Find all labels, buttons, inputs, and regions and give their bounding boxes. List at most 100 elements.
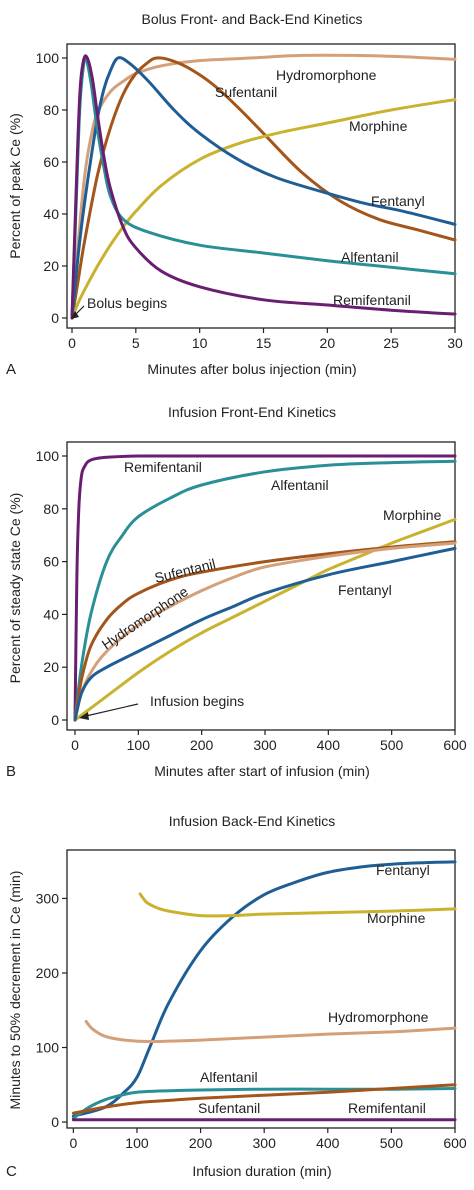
panel-c-y-axis-title: Minutes to 50% decrement in Ce (min) — [7, 871, 23, 1110]
panel-c-infusion-back-end: Infusion Back-End Kinetics 0 100 200 300 400… — [6, 813, 467, 1180]
panel-a-y-axis-title: Percent of peak Ce (%) — [7, 113, 23, 259]
panel-c-label-fentanyl: Fentanyl — [376, 862, 430, 878]
panel-b-y-tick-label: 40 — [43, 606, 59, 622]
panel-a-bolus-kinetics: Bolus Front- and Back-End Kinetics 0 5 10 1… — [6, 11, 463, 378]
panel-a-y-tick-label: 40 — [43, 206, 59, 222]
panel-b-x-tick-label: 200 — [190, 737, 214, 753]
panel-c-y-tick-label: 100 — [36, 1040, 60, 1056]
panel-b-series-sufentanil — [73, 540, 457, 722]
panel-c-series-fentanyl — [71, 860, 457, 1118]
panel-a-plot-area — [66, 43, 456, 329]
panel-b-x-axis-title: Minutes after start of infusion (min) — [154, 763, 370, 779]
panel-a-title: Bolus Front- and Back-End Kinetics — [142, 11, 363, 27]
panel-b-label-alfentanil: Alfentanil — [271, 477, 329, 493]
panel-b-y-tick-label: 100 — [36, 448, 60, 464]
panel-b-curves — [73, 454, 457, 722]
panel-b-series-hydromorphone — [73, 541, 457, 722]
panel-b-annotation-arrow — [85, 703, 139, 717]
panel-c-x-axis-title: Infusion duration (min) — [192, 1163, 331, 1179]
panel-b-y-axis-title: Percent of steady state Ce (%) — [7, 493, 23, 684]
panel-c-axes: 0 100 200 300 400 500 600 0 100 200 300 — [36, 890, 467, 1151]
panel-b-title: Infusion Front-End Kinetics — [168, 404, 336, 420]
panel-b-label-sufentanil: Sufentanil — [153, 555, 217, 586]
panel-b-x-tick-label: 600 — [443, 737, 467, 753]
panel-b-infusion-front-end: Infusion Front-End Kinetics 0 100 200 300 40… — [6, 404, 467, 780]
panel-a-label-morphine: Morphine — [349, 118, 408, 134]
panel-a-label-remifentanil: Remifentanil — [333, 292, 411, 308]
panel-c-title: Infusion Back-End Kinetics — [169, 813, 336, 829]
panel-b-x-tick-label: 0 — [71, 737, 79, 753]
panel-c-series-sufentanil — [71, 1083, 457, 1115]
panel-c-x-tick-label: 600 — [443, 1135, 467, 1151]
panel-b-x-tick-label: 500 — [380, 737, 404, 753]
panel-b-annotation-infusion-begins: Infusion begins — [150, 693, 244, 709]
panel-c-y-tick-label: 300 — [36, 890, 60, 906]
panel-a-y-tick-label: 0 — [51, 310, 59, 326]
panel-c-curves — [71, 860, 457, 1122]
panel-a-axes: 0 5 10 15 20 25 30 0 20 40 60 80 100 — [36, 50, 463, 351]
panel-b-series-fentanyl — [73, 546, 457, 722]
panel-a-x-axis-title: Minutes after bolus injection (min) — [147, 361, 356, 377]
panel-c-x-tick-label: 400 — [316, 1135, 340, 1151]
panel-a-label-fentanyl: Fentanyl — [371, 193, 425, 209]
panel-a-series-morphine — [70, 98, 457, 320]
panel-b-x-tick-label: 300 — [253, 737, 277, 753]
panel-a-annotation-bolus-begins: Bolus begins — [87, 295, 167, 311]
panel-c-series-alfentanil — [71, 1087, 457, 1120]
panel-c-y-tick-label: 0 — [51, 1114, 59, 1130]
panel-c-x-tick-label: 500 — [380, 1135, 404, 1151]
panel-a-annotation-arrowhead — [71, 311, 79, 319]
panel-b-y-tick-label: 20 — [43, 659, 59, 675]
panel-b-series-remifentanil — [73, 454, 457, 722]
panel-c-series-hydromorphone — [84, 1019, 457, 1043]
panel-a-x-tick-label: 5 — [132, 335, 140, 351]
panel-a-letter: A — [6, 361, 16, 378]
panel-c-x-tick-label: 300 — [253, 1135, 277, 1151]
panel-a-curves — [70, 53, 457, 320]
panel-b-series-alfentanil — [73, 459, 457, 722]
panel-c-label-alfentanil: Alfentanil — [200, 1069, 258, 1085]
panel-c-series-morphine — [138, 892, 457, 918]
panel-a-label-hydromorphone: Hydromorphone — [276, 67, 377, 83]
panel-a-y-tick-label: 80 — [43, 102, 59, 118]
panel-b-x-tick-label: 100 — [127, 737, 151, 753]
panel-a-x-tick-label: 25 — [383, 335, 399, 351]
panel-c-label-hydromorphone: Hydromorphone — [328, 1009, 429, 1025]
panel-b-annotation-arrowhead — [79, 712, 89, 720]
panel-a-x-tick-label: 20 — [320, 335, 336, 351]
panel-a-y-tick-label: 100 — [36, 50, 60, 66]
panel-b-label-fentanyl: Fentanyl — [338, 582, 392, 598]
panel-a-x-tick-label: 30 — [447, 335, 463, 351]
panel-b-y-tick-label: 80 — [43, 501, 59, 517]
panel-c-x-tick-label: 100 — [125, 1135, 149, 1151]
panel-b-letter: B — [6, 763, 16, 780]
panel-a-x-tick-label: 15 — [256, 335, 272, 351]
panel-b-x-tick-label: 400 — [317, 737, 341, 753]
panel-a-y-tick-label: 60 — [43, 154, 59, 170]
panel-c-plot-area — [66, 849, 456, 1129]
panel-a-series-sufentanil — [70, 56, 457, 320]
panel-a-label-alfentanil: Alfentanil — [341, 249, 399, 265]
panel-b-axes: 0 100 200 300 400 500 600 0 20 40 60 80 100 — [36, 448, 467, 753]
panel-a-x-tick-label: 10 — [192, 335, 208, 351]
panel-c-label-sufentanil: Sufentanil — [198, 1100, 260, 1116]
panel-c-y-tick-label: 200 — [36, 965, 60, 981]
panel-a-annotation-arrow — [75, 305, 85, 315]
panel-b-label-morphine: Morphine — [383, 507, 442, 523]
panel-c-letter: C — [6, 1163, 17, 1180]
panel-a-x-tick-label: 0 — [68, 335, 76, 351]
panel-c-x-tick-label: 200 — [189, 1135, 213, 1151]
panel-c-label-remifentanil: Remifentanil — [348, 1100, 426, 1116]
panel-b-plot-area — [66, 441, 456, 731]
panel-c-x-tick-label: 0 — [69, 1135, 77, 1151]
panel-b-y-tick-label: 0 — [51, 712, 59, 728]
panel-b-series-morphine — [73, 517, 457, 722]
panel-b-label-hydromorphone: Hydromorphone — [99, 583, 191, 653]
panel-a-y-tick-label: 20 — [43, 258, 59, 274]
panel-a-series-remifentanil — [70, 54, 457, 320]
panel-a-series-fentanyl — [70, 56, 457, 320]
panel-b-y-tick-label: 60 — [43, 554, 59, 570]
panel-c-label-morphine: Morphine — [367, 910, 426, 926]
panel-b-label-remifentanil: Remifentanil — [124, 459, 202, 475]
